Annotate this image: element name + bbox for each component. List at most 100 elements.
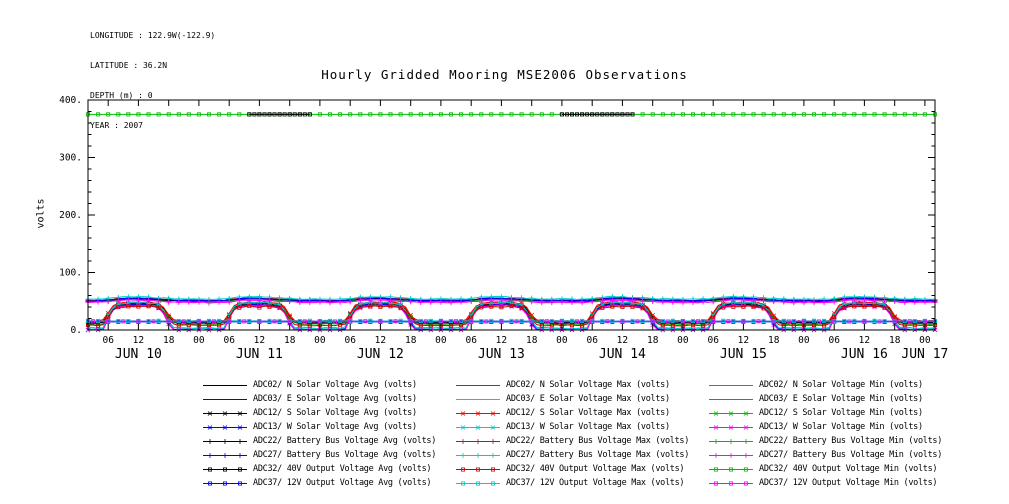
x-day-label: JUN 15 (720, 347, 767, 362)
legend-label: ADC27/ Battery Bus Voltage Max (volts) (506, 450, 690, 460)
x-day-label: JUN 12 (357, 347, 404, 362)
legend-label: ADC27/ Battery Bus Voltage Avg (volts) (253, 450, 437, 460)
x-tick-label: 12 (617, 335, 628, 346)
x-day-label: JUN 11 (236, 347, 283, 362)
legend-marker (208, 467, 242, 471)
metadata-depth: DEPTH (m) : 0 (90, 91, 153, 100)
x-tick-label: 00 (556, 335, 568, 346)
legend-swatch (456, 481, 500, 485)
legend-swatch (709, 398, 753, 400)
y-tick-label: 200. (59, 210, 82, 221)
legend-item: ADC27/ Battery Bus Voltage Avg (volts) (202, 450, 455, 460)
legend-label: ADC37/ 12V Output Voltage Avg (volts) (253, 478, 432, 488)
legend-item: ADC12/ S Solar Voltage Avg (volts) (202, 408, 455, 418)
x-tick-label: 12 (133, 335, 144, 346)
y-tick-label: 400. (59, 95, 82, 106)
x-day-label: JUN 17 (901, 347, 948, 362)
x-tick-label: 00 (435, 335, 447, 346)
legend-item: ADC03/ E Solar Voltage Min (volts) (708, 394, 956, 404)
legend-label: ADC32/ 40V Output Voltage Min (volts) (759, 464, 938, 474)
legend-swatch (456, 467, 500, 471)
legend-label: ADC13/ W Solar Voltage Max (volts) (506, 422, 670, 432)
x-tick-label: 06 (828, 335, 840, 346)
y-tick-label: 300. (59, 153, 82, 164)
legend-label: ADC37/ 12V Output Voltage Max (volts) (506, 478, 685, 488)
legend-swatch (456, 410, 500, 416)
legend-label: ADC12/ S Solar Voltage Avg (volts) (253, 408, 417, 418)
x-tick-label: 12 (738, 335, 749, 346)
x-tick-label: 18 (526, 335, 538, 346)
legend-item: ADC27/ Battery Bus Voltage Max (volts) (455, 450, 708, 460)
legend-label: ADC32/ 40V Output Voltage Avg (volts) (253, 464, 432, 474)
legend-item: ADC32/ 40V Output Voltage Max (volts) (455, 464, 708, 474)
x-day-label: JUN 13 (478, 347, 525, 362)
x-tick-label: 06 (223, 335, 235, 346)
legend-label: ADC03/ E Solar Voltage Avg (volts) (253, 394, 417, 404)
legend-label: ADC02/ N Solar Voltage Avg (volts) (253, 380, 417, 390)
series-line (87, 305, 936, 327)
metadata-latitude: LATITUDE : 36.2N (90, 61, 168, 70)
legend-label: ADC22/ Battery Bus Voltage Max (volts) (506, 436, 690, 446)
legend-marker (713, 438, 749, 444)
x-tick-label: 18 (284, 335, 296, 346)
x-tick-label: 12 (859, 335, 870, 346)
legend-marker (208, 481, 242, 485)
legend-label: ADC32/ 40V Output Voltage Max (volts) (506, 464, 685, 474)
series-group (88, 319, 936, 324)
series-group (88, 304, 935, 331)
series-markers (91, 319, 927, 324)
legend-label: ADC03/ E Solar Voltage Min (volts) (759, 394, 923, 404)
series-line (88, 304, 935, 331)
legend-swatch (709, 438, 753, 444)
legend-label: ADC12/ S Solar Voltage Max (volts) (506, 408, 670, 418)
legend-marker (461, 467, 495, 471)
legend-marker (460, 410, 496, 416)
legend-item: ADC22/ Battery Bus Voltage Avg (volts) (202, 436, 455, 446)
metadata-year: YEAR : 2007 (90, 121, 143, 130)
legend-item: ADC37/ 12V Output Voltage Max (volts) (455, 478, 708, 488)
y-tick-label: 0. (71, 325, 82, 336)
axes-layer (87, 99, 936, 331)
metadata-longitude: LONGITUDE : 122.9W(-122.9) (90, 31, 216, 40)
legend-label: ADC03/ E Solar Voltage Max (volts) (506, 394, 670, 404)
series-group (247, 112, 635, 117)
legend-item: ADC37/ 12V Output Voltage Avg (volts) (202, 478, 455, 488)
x-tick-label: 18 (163, 335, 175, 346)
legend-item: ADC02/ N Solar Voltage Min (volts) (708, 380, 956, 390)
legend-swatch (456, 384, 500, 386)
legend-item: ADC22/ Battery Bus Voltage Min (volts) (708, 436, 956, 446)
legend-item: ADC02/ N Solar Voltage Max (volts) (455, 380, 708, 390)
chart-title: Hourly Gridded Mooring MSE2006 Observati… (321, 67, 688, 82)
legend-marker (207, 410, 243, 416)
legend-swatch (203, 481, 247, 485)
legend-marker (207, 424, 243, 430)
x-day-label: JUN 14 (599, 347, 646, 362)
x-tick-label: 06 (465, 335, 477, 346)
x-tick-label: 06 (344, 335, 356, 346)
legend-label: ADC02/ N Solar Voltage Max (volts) (506, 380, 670, 390)
legend-label: ADC13/ W Solar Voltage Min (volts) (759, 422, 923, 432)
legend-item: ADC32/ 40V Output Voltage Avg (volts) (202, 464, 455, 474)
metadata-block: LONGITUDE : 122.9W(-122.9) LATITUDE : 36… (90, 11, 215, 151)
legend-label: ADC13/ W Solar Voltage Avg (volts) (253, 422, 417, 432)
legend-swatch (709, 424, 753, 430)
x-tick-label: 18 (647, 335, 659, 346)
legend-swatch (203, 467, 247, 471)
legend-swatch (203, 410, 247, 416)
x-tick-label: 06 (586, 335, 598, 346)
series-line (88, 304, 935, 331)
legend-item: ADC12/ S Solar Voltage Max (volts) (455, 408, 708, 418)
x-tick-label: 06 (707, 335, 719, 346)
legend-marker (460, 438, 496, 444)
legend-marker (460, 424, 496, 430)
x-tick-label: 12 (375, 335, 386, 346)
legend-item: ADC32/ 40V Output Voltage Min (volts) (708, 464, 956, 474)
legend-item: ADC13/ W Solar Voltage Max (volts) (455, 422, 708, 432)
legend-swatch (709, 452, 753, 458)
series-group (85, 293, 938, 302)
legend: ADC02/ N Solar Voltage Avg (volts) ADC02/… (202, 378, 956, 490)
legend-item: ADC13/ W Solar Voltage Min (volts) (708, 422, 956, 432)
series-group (86, 112, 937, 117)
